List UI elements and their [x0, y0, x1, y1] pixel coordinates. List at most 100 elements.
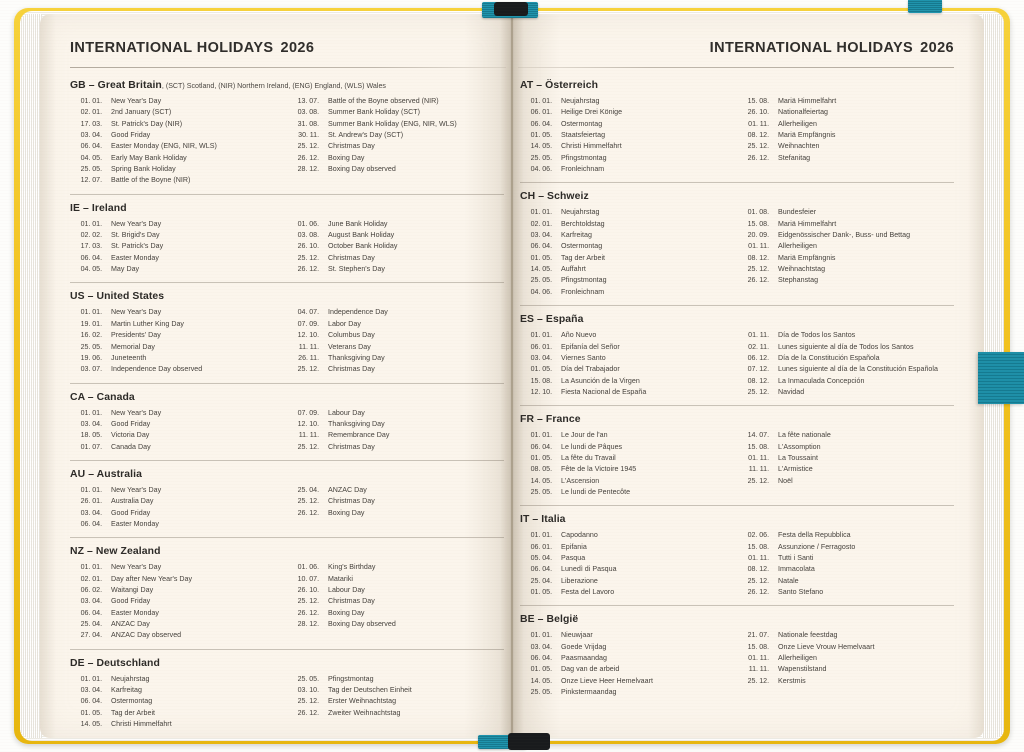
holiday-name: Festa del Lavoro	[561, 588, 615, 596]
holiday-column-2: 15. 08. Mariä Himmelfahrt 26. 10. Nationalf…	[737, 96, 954, 175]
holiday-name: Fête de la Victoire 1945	[561, 465, 637, 474]
country-title: CA – Canada	[70, 392, 504, 403]
holiday-date: 03. 08.	[297, 108, 319, 117]
country-section-at-sterreich: AT – Österreich 01. 01. Neujahrstag 06. 01.…	[520, 80, 954, 182]
holiday-name: Onze Lieve Heer Hemelvaart	[561, 676, 653, 685]
holiday-date: 14. 05.	[80, 720, 102, 729]
holiday-name: Karfreitag	[561, 231, 592, 240]
holiday-name: Australia Day	[111, 497, 154, 506]
holiday-row: 12. 10. Thanksgiving Day	[287, 419, 504, 430]
holiday-name: Battle of the Boyne (NIR)	[111, 176, 191, 185]
holiday-date: 15. 08.	[747, 642, 769, 651]
holiday-date: 25. 05.	[530, 487, 552, 496]
holiday-row: 03. 04. Karfreitag	[520, 230, 737, 241]
holiday-date: 03. 04.	[80, 597, 102, 606]
country-title-text: IE – Ireland	[70, 202, 127, 214]
holiday-name: La fête du Travail	[561, 453, 616, 462]
holiday-date: 12. 10.	[530, 387, 552, 396]
holiday-name: Easter Monday (ENG, NIR, WLS)	[111, 142, 217, 151]
holiday-date: 19. 06.	[80, 353, 102, 362]
holiday-name: ANZAC Day	[111, 620, 150, 628]
holiday-column-1: 01. 01. Año Nuevo 06. 01. Epifanía del Seño…	[520, 330, 737, 398]
holiday-row: 15. 08. Assunzione / Ferragosto	[737, 542, 954, 553]
holiday-column-1: 01. 01. Neujahrstag 03. 04. Karfreitag 06. 0…	[70, 674, 287, 731]
holiday-name: Noël	[778, 476, 793, 485]
holiday-date: 01. 07.	[80, 442, 102, 451]
holiday-name: Nationale feestdag	[778, 631, 838, 640]
country-title: NZ – New Zealand	[70, 546, 504, 557]
holiday-name: Easter Monday	[111, 519, 159, 528]
holiday-column-1: 01. 01. New Year's Day 03. 04. Good Friday 1…	[70, 408, 287, 453]
holiday-row: 06. 04. Paasmaandag	[520, 653, 737, 664]
elastic-closure-band[interactable]	[978, 352, 1024, 404]
holiday-date: 26. 12.	[297, 508, 319, 517]
holiday-name: Christmas Day	[328, 597, 375, 606]
holiday-date: 06. 01.	[530, 108, 552, 117]
holiday-row: 02. 01. Day after New Year's Day	[70, 574, 287, 585]
holiday-name: Paasmaandag	[561, 654, 607, 663]
holiday-row: 27. 04. ANZAC Day observed	[70, 630, 287, 641]
elastic-band-top-right[interactable]	[908, 0, 942, 13]
holiday-row: 10. 07. Matariki	[287, 574, 504, 585]
holiday-row: 01. 01. Capodanno	[520, 530, 737, 541]
holiday-name: Ostermontag	[111, 697, 153, 706]
holiday-date: 01. 05.	[530, 253, 552, 262]
holiday-name: Día de Todos los Santos	[778, 331, 856, 340]
holiday-row: 26. 12. Boxing Day	[287, 508, 504, 519]
holiday-name: Christmas Day	[328, 365, 375, 374]
holiday-date: 01. 05.	[530, 365, 552, 374]
holiday-date: 25. 05.	[530, 276, 552, 285]
holiday-name: May Day	[111, 265, 140, 274]
page-surface-left	[40, 14, 512, 738]
holiday-date: 15. 08.	[530, 376, 552, 385]
holiday-name: Lunes siguiente al día de la Constitució…	[778, 365, 938, 374]
holiday-column-2: 13. 07. Battle of the Boyne observed (NIR…	[287, 96, 504, 187]
holiday-date: 26. 12.	[297, 708, 319, 717]
holiday-name: L'Assomption	[778, 442, 821, 451]
holiday-date: 25. 12.	[747, 387, 769, 396]
country-section-ca-canada: CA – Canada 01. 01. New Year's Day 03. 04. G…	[70, 382, 504, 460]
holiday-row: 01. 05. La fête du Travail	[520, 453, 737, 464]
holiday-row: 15. 08. Mariä Himmelfahrt	[737, 96, 954, 107]
holiday-name: Boxing Day observed	[328, 620, 396, 628]
country-section-be-belgi: BE – België 01. 01. Nieuwjaar 03. 04. Goede …	[520, 605, 954, 705]
holiday-name: Heilige Drei Könige	[561, 108, 623, 117]
holiday-row: 26. 10. Nationalfeiertag	[737, 107, 954, 118]
holiday-name: Weihnachten	[778, 142, 820, 151]
country-section-au-australia: AU – Australia 01. 01. New Year's Day 26. 0…	[70, 459, 504, 537]
holiday-name: Christmas Day	[328, 442, 375, 451]
holiday-date: 25. 05.	[297, 674, 319, 683]
holiday-date: 06. 04.	[530, 654, 552, 663]
holiday-name: Immacolata	[778, 565, 815, 574]
holiday-name: Stefanitag	[778, 153, 811, 162]
holiday-name: New Year's Day	[111, 97, 162, 105]
holiday-column-1: 01. 01. Nieuwjaar 03. 04. Goede Vrijdag 06. …	[520, 630, 737, 698]
holiday-date: 04. 05.	[80, 153, 102, 162]
holiday-date: 12. 10.	[297, 331, 319, 340]
holiday-name: Allerheiligen	[778, 654, 817, 663]
holiday-row: 01. 01. Neujahrstag	[520, 207, 737, 218]
holiday-name: New Year's Day	[111, 308, 162, 317]
holiday-row: 15. 08. L'Assomption	[737, 442, 954, 453]
bookmark-ribbon[interactable]	[511, 16, 513, 734]
holiday-date: 01. 06.	[297, 219, 319, 228]
holiday-name: Tag der Arbeit	[561, 253, 606, 262]
holiday-date: 08. 12.	[747, 376, 769, 385]
holiday-row: 26. 01. Australia Day	[70, 496, 287, 507]
holiday-row: 01. 05. Dag van de arbeid	[520, 664, 737, 675]
holiday-date: 25. 12.	[747, 576, 769, 585]
holiday-name: Canada Day	[111, 442, 151, 451]
holiday-row: 14. 05. Auffahrt	[520, 264, 737, 275]
holiday-row: 03. 04. Goede Vrijdag	[520, 642, 737, 653]
holiday-date: 25. 04.	[80, 620, 102, 628]
holiday-row: 01. 01. Neujahrstag	[70, 674, 287, 685]
holiday-name: L'Armistice	[778, 465, 813, 474]
country-title-text: DE – Deutschland	[70, 657, 160, 669]
holiday-row: 03. 08. August Bank Holiday	[287, 230, 504, 241]
holiday-date: 06. 04.	[530, 565, 552, 574]
header-divider-right	[518, 67, 954, 68]
holiday-row: 03. 04. Viernes Santo	[520, 353, 737, 364]
holiday-row: 25. 12. Noël	[737, 476, 954, 487]
holiday-date: 01. 08.	[747, 208, 769, 217]
country-title-text: ES – España	[520, 314, 584, 326]
